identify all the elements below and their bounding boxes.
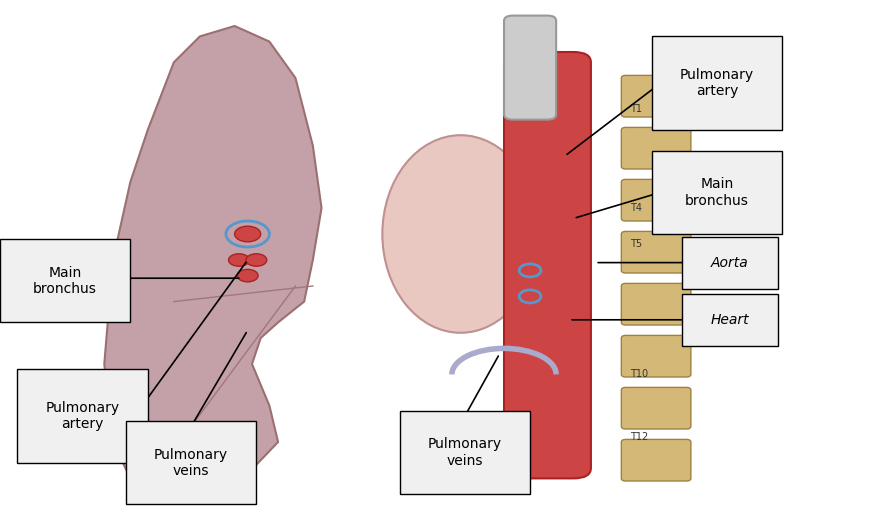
Text: Main
bronchus: Main bronchus: [685, 177, 749, 207]
Text: Main
bronchus: Main bronchus: [33, 266, 97, 296]
FancyBboxPatch shape: [17, 369, 148, 463]
FancyBboxPatch shape: [621, 179, 691, 221]
Text: Pulmonary
veins: Pulmonary veins: [428, 437, 502, 467]
FancyBboxPatch shape: [126, 421, 256, 504]
FancyBboxPatch shape: [682, 294, 778, 346]
FancyBboxPatch shape: [652, 36, 782, 130]
Text: Aorta: Aorta: [711, 256, 749, 269]
Text: Pulmonary
veins: Pulmonary veins: [154, 448, 229, 478]
Text: Pulmonary
artery: Pulmonary artery: [45, 401, 120, 431]
FancyBboxPatch shape: [400, 411, 530, 494]
PathPatch shape: [104, 26, 322, 489]
Circle shape: [246, 254, 267, 266]
Circle shape: [237, 269, 258, 282]
Text: Heart: Heart: [711, 313, 749, 327]
FancyBboxPatch shape: [652, 151, 782, 234]
Text: T12: T12: [630, 432, 648, 442]
FancyBboxPatch shape: [504, 52, 591, 478]
FancyBboxPatch shape: [621, 231, 691, 273]
FancyBboxPatch shape: [682, 237, 778, 289]
Circle shape: [235, 226, 261, 242]
Circle shape: [229, 254, 249, 266]
Text: T5: T5: [630, 239, 642, 250]
FancyBboxPatch shape: [621, 283, 691, 325]
FancyBboxPatch shape: [621, 439, 691, 481]
FancyBboxPatch shape: [621, 335, 691, 377]
FancyBboxPatch shape: [621, 127, 691, 169]
Text: T4: T4: [630, 203, 642, 213]
FancyBboxPatch shape: [504, 16, 556, 120]
Text: T10: T10: [630, 369, 648, 380]
Ellipse shape: [382, 135, 539, 333]
Text: Pulmonary
artery: Pulmonary artery: [680, 68, 754, 98]
FancyBboxPatch shape: [621, 75, 691, 117]
FancyBboxPatch shape: [621, 387, 691, 429]
FancyBboxPatch shape: [0, 239, 130, 322]
Text: T1: T1: [630, 104, 642, 114]
